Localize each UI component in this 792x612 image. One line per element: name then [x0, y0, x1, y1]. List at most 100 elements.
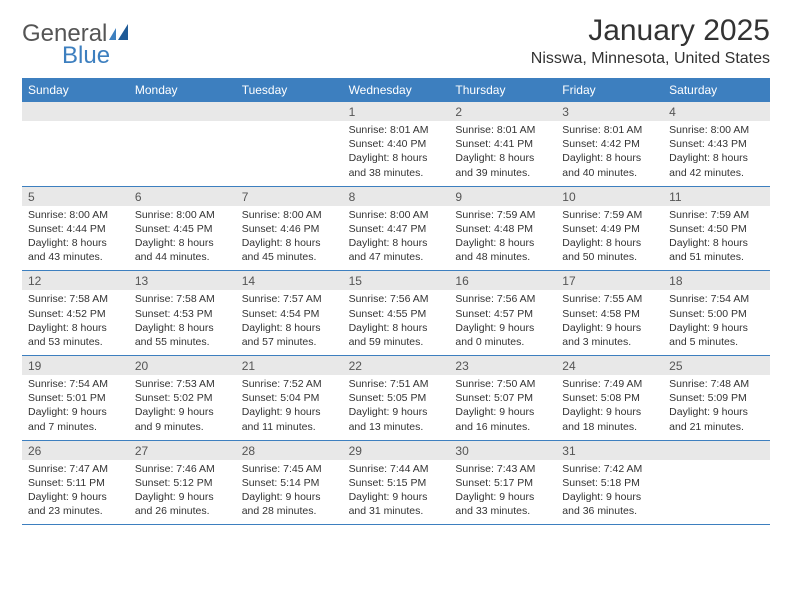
daylight-line-2: and 21 minutes.	[669, 420, 764, 434]
daynum-cell: 19	[22, 356, 129, 375]
daylight-line-2: and 31 minutes.	[349, 504, 444, 518]
sunset-line: Sunset: 5:05 PM	[349, 391, 444, 405]
week-row: 19202122232425Sunrise: 7:54 AMSunset: 5:…	[22, 356, 770, 441]
daylight-line-1: Daylight: 8 hours	[28, 321, 123, 335]
month-title: January 2025	[531, 14, 770, 48]
daylight-line-1: Daylight: 8 hours	[349, 321, 444, 335]
daylight-line-1: Daylight: 9 hours	[28, 405, 123, 419]
sunset-line: Sunset: 5:15 PM	[349, 476, 444, 490]
daynum-cell: 13	[129, 271, 236, 290]
weeks-container: 1234Sunrise: 8:01 AMSunset: 4:40 PMDayli…	[22, 102, 770, 525]
day-body: Sunrise: 7:51 AMSunset: 5:05 PMDaylight:…	[343, 375, 450, 440]
day-body: Sunrise: 7:48 AMSunset: 5:09 PMDaylight:…	[663, 375, 770, 440]
daylight-line-1: Daylight: 8 hours	[562, 151, 657, 165]
daynum-cell: 26	[22, 441, 129, 460]
sunset-line: Sunset: 4:50 PM	[669, 222, 764, 236]
sunset-line: Sunset: 5:02 PM	[135, 391, 230, 405]
daynum-cell: 7	[236, 187, 343, 206]
title-block: January 2025 Nisswa, Minnesota, United S…	[531, 14, 770, 68]
daynum-cell: 16	[449, 271, 556, 290]
daylight-line-2: and 16 minutes.	[455, 420, 550, 434]
daylight-line-2: and 23 minutes.	[28, 504, 123, 518]
logo: GeneralBlue	[22, 20, 134, 70]
daylight-line-1: Daylight: 8 hours	[242, 321, 337, 335]
daylight-line-1: Daylight: 8 hours	[562, 236, 657, 250]
daylight-line-2: and 50 minutes.	[562, 250, 657, 264]
daynum-cell	[22, 102, 129, 121]
sunrise-line: Sunrise: 7:50 AM	[455, 377, 550, 391]
sunrise-line: Sunrise: 7:45 AM	[242, 462, 337, 476]
daylight-line-2: and 40 minutes.	[562, 166, 657, 180]
sunrise-line: Sunrise: 7:54 AM	[669, 292, 764, 306]
daynum-cell: 22	[343, 356, 450, 375]
sunset-line: Sunset: 4:45 PM	[135, 222, 230, 236]
week-row: 1234Sunrise: 8:01 AMSunset: 4:40 PMDayli…	[22, 102, 770, 187]
daylight-line-2: and 28 minutes.	[242, 504, 337, 518]
dow-cell: Sunday	[22, 78, 129, 102]
sunset-line: Sunset: 5:01 PM	[28, 391, 123, 405]
sunset-line: Sunset: 5:17 PM	[455, 476, 550, 490]
dow-cell: Friday	[556, 78, 663, 102]
day-body: Sunrise: 7:56 AMSunset: 4:55 PMDaylight:…	[343, 290, 450, 355]
body-band: Sunrise: 8:00 AMSunset: 4:44 PMDaylight:…	[22, 206, 770, 271]
day-body: Sunrise: 8:00 AMSunset: 4:47 PMDaylight:…	[343, 206, 450, 271]
daylight-line-2: and 55 minutes.	[135, 335, 230, 349]
sunrise-line: Sunrise: 7:59 AM	[562, 208, 657, 222]
day-body: Sunrise: 7:58 AMSunset: 4:53 PMDaylight:…	[129, 290, 236, 355]
dow-cell: Thursday	[449, 78, 556, 102]
daylight-line-1: Daylight: 8 hours	[669, 236, 764, 250]
daylight-line-1: Daylight: 9 hours	[349, 490, 444, 504]
sunrise-line: Sunrise: 8:01 AM	[562, 123, 657, 137]
day-body: Sunrise: 8:00 AMSunset: 4:46 PMDaylight:…	[236, 206, 343, 271]
daylight-line-1: Daylight: 8 hours	[28, 236, 123, 250]
daylight-line-2: and 48 minutes.	[455, 250, 550, 264]
daylight-line-1: Daylight: 9 hours	[242, 490, 337, 504]
sunrise-line: Sunrise: 7:56 AM	[455, 292, 550, 306]
sunrise-line: Sunrise: 7:56 AM	[349, 292, 444, 306]
day-body	[129, 121, 236, 186]
logo-sails-icon	[108, 20, 134, 48]
sunrise-line: Sunrise: 7:42 AM	[562, 462, 657, 476]
sunset-line: Sunset: 4:54 PM	[242, 307, 337, 321]
daynum-cell: 18	[663, 271, 770, 290]
daynum-band: 262728293031	[22, 441, 770, 460]
daynum-cell: 30	[449, 441, 556, 460]
calendar: SundayMondayTuesdayWednesdayThursdayFrid…	[22, 78, 770, 525]
daynum-cell: 28	[236, 441, 343, 460]
sunset-line: Sunset: 4:48 PM	[455, 222, 550, 236]
sunrise-line: Sunrise: 7:58 AM	[28, 292, 123, 306]
day-body: Sunrise: 7:58 AMSunset: 4:52 PMDaylight:…	[22, 290, 129, 355]
sunrise-line: Sunrise: 7:46 AM	[135, 462, 230, 476]
day-body: Sunrise: 8:00 AMSunset: 4:44 PMDaylight:…	[22, 206, 129, 271]
daynum-cell: 11	[663, 187, 770, 206]
week-row: 262728293031Sunrise: 7:47 AMSunset: 5:11…	[22, 441, 770, 526]
dow-cell: Tuesday	[236, 78, 343, 102]
sunset-line: Sunset: 5:07 PM	[455, 391, 550, 405]
sunset-line: Sunset: 5:18 PM	[562, 476, 657, 490]
daynum-cell: 15	[343, 271, 450, 290]
sunset-line: Sunset: 5:12 PM	[135, 476, 230, 490]
day-body: Sunrise: 8:01 AMSunset: 4:41 PMDaylight:…	[449, 121, 556, 186]
daylight-line-1: Daylight: 8 hours	[455, 151, 550, 165]
sunrise-line: Sunrise: 7:48 AM	[669, 377, 764, 391]
daylight-line-1: Daylight: 9 hours	[135, 490, 230, 504]
location-text: Nisswa, Minnesota, United States	[531, 50, 770, 68]
daylight-line-1: Daylight: 9 hours	[349, 405, 444, 419]
sunrise-line: Sunrise: 8:00 AM	[242, 208, 337, 222]
day-body	[236, 121, 343, 186]
daynum-cell: 24	[556, 356, 663, 375]
daynum-cell: 21	[236, 356, 343, 375]
body-band: Sunrise: 7:47 AMSunset: 5:11 PMDaylight:…	[22, 460, 770, 525]
sunrise-line: Sunrise: 7:58 AM	[135, 292, 230, 306]
daynum-cell: 31	[556, 441, 663, 460]
week-row: 12131415161718Sunrise: 7:58 AMSunset: 4:…	[22, 271, 770, 356]
daylight-line-2: and 36 minutes.	[562, 504, 657, 518]
daylight-line-2: and 26 minutes.	[135, 504, 230, 518]
sunset-line: Sunset: 4:40 PM	[349, 137, 444, 151]
daynum-cell	[663, 441, 770, 460]
daylight-line-2: and 47 minutes.	[349, 250, 444, 264]
week-row: 567891011Sunrise: 8:00 AMSunset: 4:44 PM…	[22, 187, 770, 272]
sunset-line: Sunset: 5:09 PM	[669, 391, 764, 405]
daylight-line-1: Daylight: 9 hours	[455, 490, 550, 504]
daylight-line-2: and 7 minutes.	[28, 420, 123, 434]
